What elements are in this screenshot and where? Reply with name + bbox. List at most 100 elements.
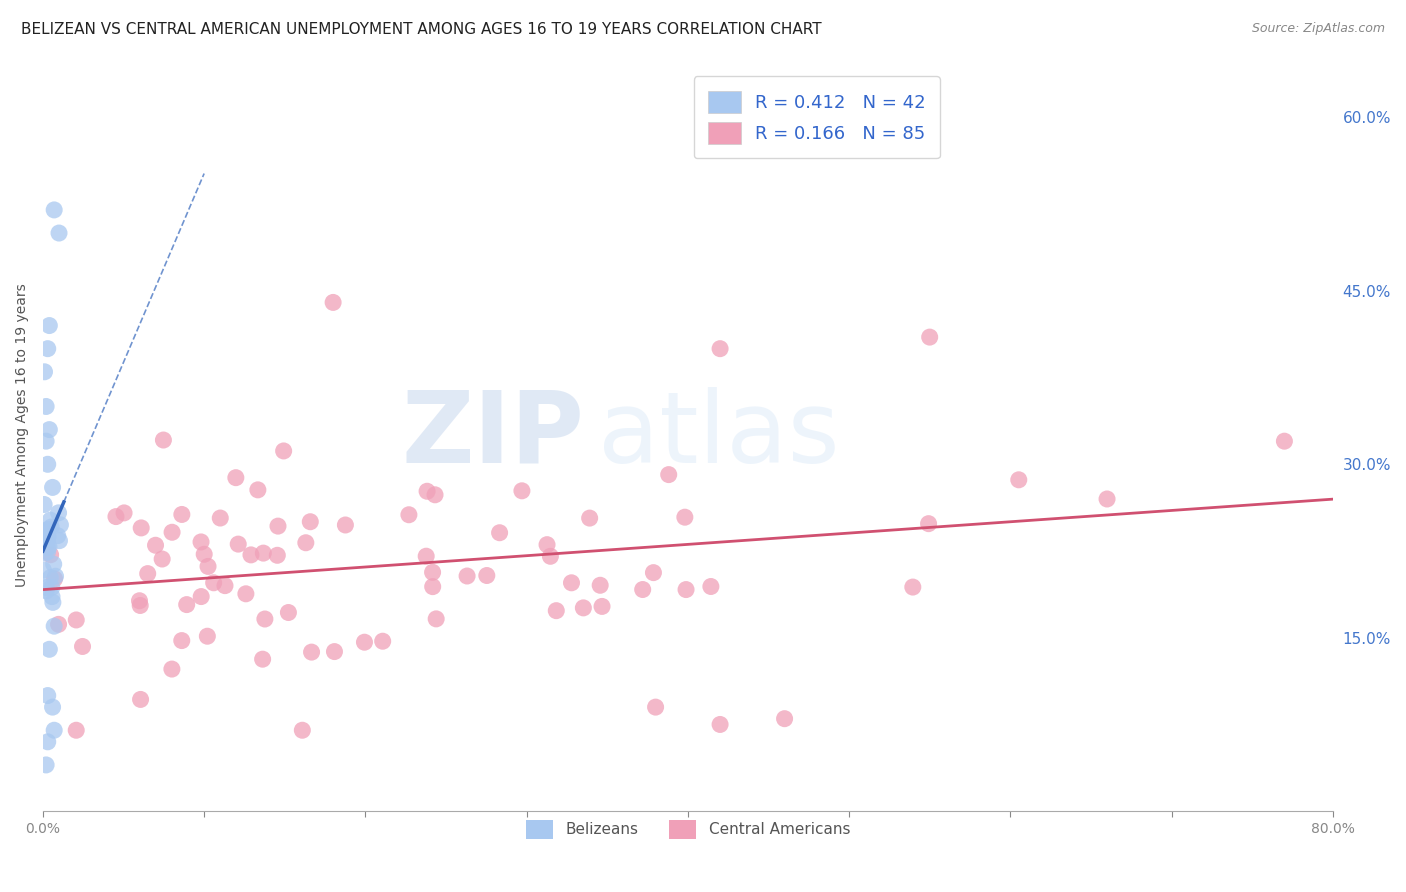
Point <box>49 517 72 532</box>
Point <box>226 537 249 551</box>
Point <box>266 549 288 563</box>
Point <box>709 717 731 731</box>
Point <box>38 318 60 333</box>
Point <box>193 547 215 561</box>
Point <box>128 593 150 607</box>
Point <box>42 557 65 571</box>
Point <box>918 330 941 344</box>
Point <box>160 525 183 540</box>
Point <box>591 599 613 614</box>
Point <box>295 535 318 549</box>
Point <box>41 480 63 494</box>
Point <box>32 498 55 512</box>
Point <box>299 515 322 529</box>
Point <box>39 571 62 585</box>
Point <box>41 580 63 594</box>
Point <box>536 538 558 552</box>
Point <box>190 590 212 604</box>
Point <box>39 548 62 562</box>
Point <box>488 525 510 540</box>
Point <box>104 509 127 524</box>
Point <box>37 735 59 749</box>
Point <box>35 400 58 414</box>
Point <box>38 540 60 554</box>
Point <box>72 640 94 654</box>
Point <box>252 546 274 560</box>
Text: atlas: atlas <box>598 387 839 483</box>
Point <box>589 578 612 592</box>
Point <box>136 566 159 581</box>
Legend: Belizeans, Central Americans: Belizeans, Central Americans <box>519 814 856 845</box>
Point <box>37 689 59 703</box>
Point <box>129 692 152 706</box>
Text: BELIZEAN VS CENTRAL AMERICAN UNEMPLOYMENT AMONG AGES 16 TO 19 YEARS CORRELATION : BELIZEAN VS CENTRAL AMERICAN UNEMPLOYMEN… <box>21 22 821 37</box>
Point <box>195 629 218 643</box>
Point <box>150 552 173 566</box>
Point <box>322 295 344 310</box>
Point <box>44 619 66 633</box>
Point <box>456 569 478 583</box>
Point <box>39 520 62 534</box>
Point <box>145 538 167 552</box>
Point <box>252 652 274 666</box>
Point <box>129 599 152 613</box>
Point <box>32 563 55 577</box>
Point <box>209 511 232 525</box>
Point <box>214 579 236 593</box>
Point <box>1095 491 1118 506</box>
Point <box>323 644 346 658</box>
Point <box>658 467 681 482</box>
Point <box>44 569 66 583</box>
Point <box>239 548 262 562</box>
Point <box>190 535 212 549</box>
Point <box>371 634 394 648</box>
Point <box>225 471 247 485</box>
Point <box>129 521 152 535</box>
Point <box>510 483 533 498</box>
Point <box>1274 434 1296 449</box>
Point <box>48 533 70 548</box>
Text: ZIP: ZIP <box>402 387 585 483</box>
Point <box>65 613 87 627</box>
Point <box>538 549 561 564</box>
Point <box>560 575 582 590</box>
Point <box>35 434 58 449</box>
Point <box>160 662 183 676</box>
Point <box>34 365 56 379</box>
Point <box>673 510 696 524</box>
Point <box>398 508 420 522</box>
Point <box>37 535 59 549</box>
Point <box>48 617 70 632</box>
Point <box>46 529 69 543</box>
Point <box>112 506 135 520</box>
Point <box>65 723 87 738</box>
Point <box>267 519 290 533</box>
Point <box>353 635 375 649</box>
Point <box>475 568 498 582</box>
Point <box>901 580 924 594</box>
Point <box>773 712 796 726</box>
Point <box>170 508 193 522</box>
Point <box>675 582 697 597</box>
Point <box>44 202 66 217</box>
Point <box>246 483 269 497</box>
Point <box>34 546 56 560</box>
Point <box>44 723 66 738</box>
Point <box>700 580 723 594</box>
Point <box>35 583 58 598</box>
Point <box>277 606 299 620</box>
Point <box>253 612 276 626</box>
Point <box>197 559 219 574</box>
Point <box>41 590 63 604</box>
Point <box>291 723 314 738</box>
Point <box>301 645 323 659</box>
Y-axis label: Unemployment Among Ages 16 to 19 years: Unemployment Among Ages 16 to 19 years <box>15 284 30 587</box>
Point <box>37 342 59 356</box>
Point <box>546 604 568 618</box>
Point <box>917 516 939 531</box>
Point <box>37 522 59 536</box>
Point <box>41 700 63 714</box>
Point <box>578 511 600 525</box>
Point <box>425 612 447 626</box>
Point <box>37 458 59 472</box>
